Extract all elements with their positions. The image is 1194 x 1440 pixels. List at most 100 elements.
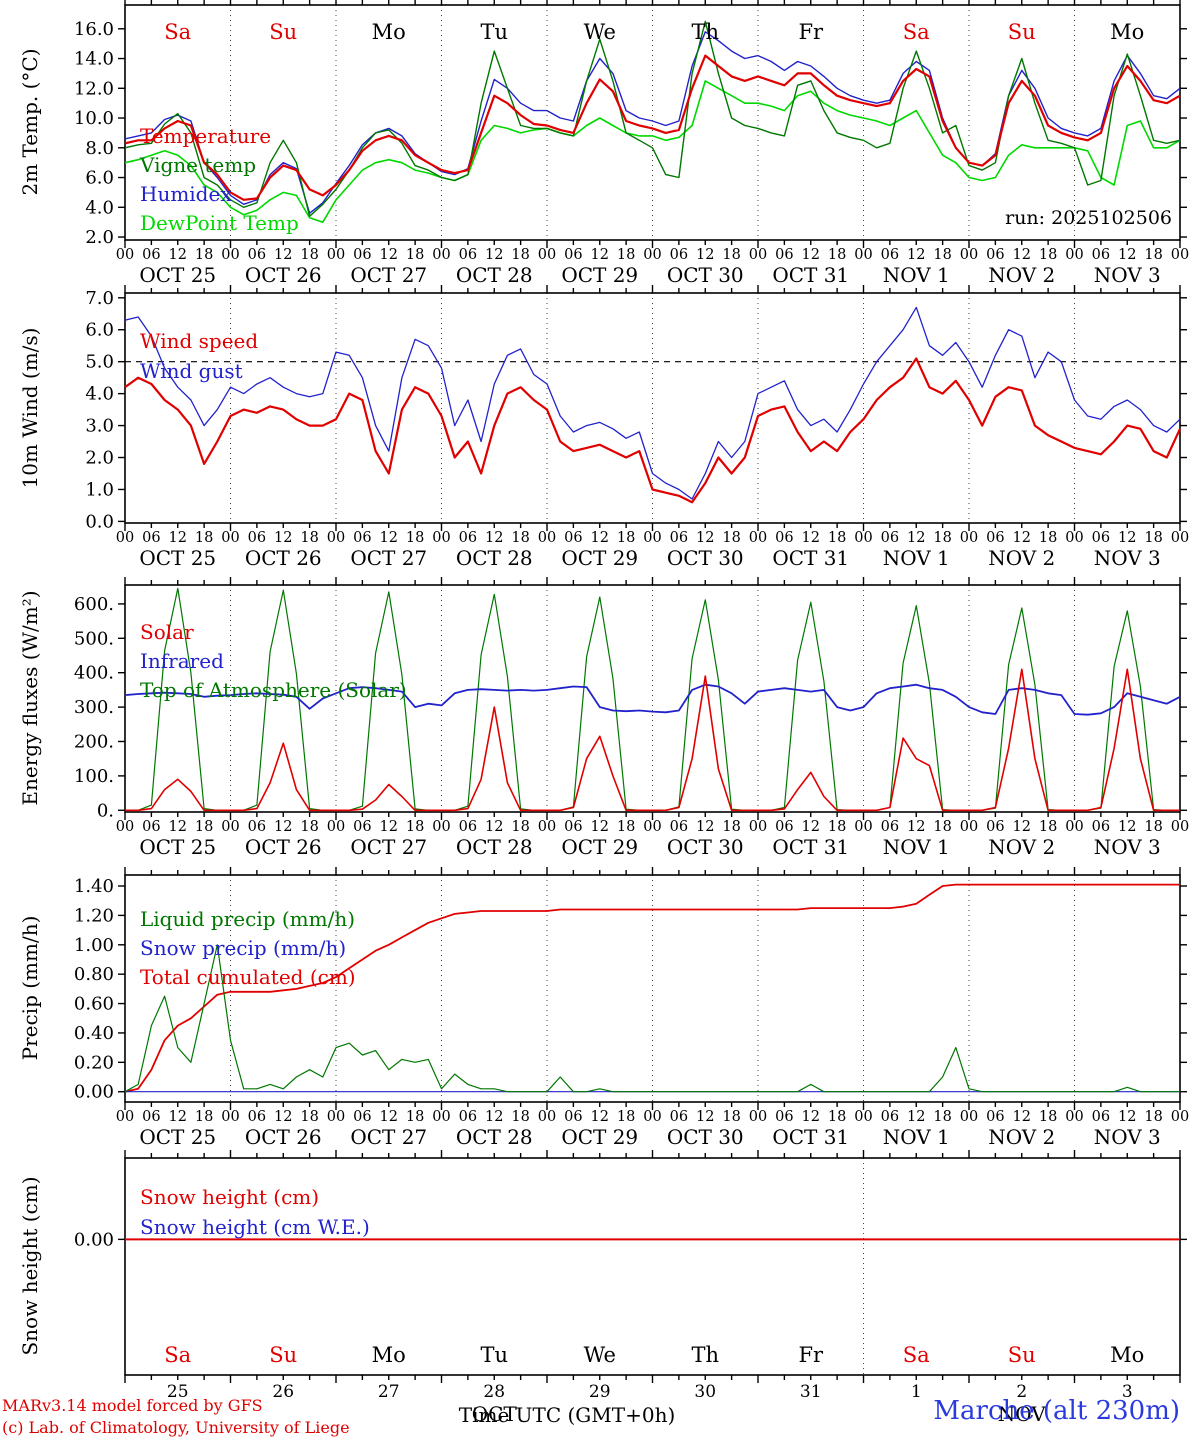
ylabel-energy: Energy fluxes (W/m²): [18, 590, 42, 806]
svg-text:6.0: 6.0: [85, 168, 114, 189]
day-number-row: 25 26 27 28 29 30 31 1 2 3: [167, 1382, 1133, 1402]
svg-text:06: 06: [353, 530, 371, 546]
svg-text:Sa: Sa: [903, 20, 930, 44]
svg-text:18: 18: [406, 819, 424, 835]
svg-text:12: 12: [907, 1109, 925, 1125]
svg-text:00: 00: [1065, 530, 1083, 546]
svg-text:12: 12: [907, 247, 925, 263]
svg-text:18: 18: [195, 247, 213, 263]
svg-text:25: 25: [167, 1382, 189, 1402]
svg-text:18: 18: [828, 1109, 846, 1125]
svg-text:00: 00: [538, 819, 556, 835]
svg-text:00: 00: [327, 819, 345, 835]
svg-text:Th: Th: [691, 20, 719, 44]
svg-text:06: 06: [1092, 1109, 1110, 1125]
legend-snow-precip: Snow precip (mm/h): [140, 936, 347, 960]
series-total-cumulated-cm-: [124, 883, 1180, 1093]
svg-text:06: 06: [353, 247, 371, 263]
svg-text:00: 00: [221, 247, 239, 263]
svg-text:18: 18: [617, 247, 635, 263]
svg-text:18: 18: [300, 247, 318, 263]
svg-text:OCT 31: OCT 31: [772, 263, 849, 287]
legend-dewpoint-temp: DewPoint Temp: [140, 211, 299, 235]
svg-text:00: 00: [432, 1109, 450, 1125]
svg-text:00: 00: [643, 247, 661, 263]
svg-text:06: 06: [564, 1109, 582, 1125]
svg-text:06: 06: [1092, 247, 1110, 263]
svg-text:12: 12: [802, 247, 820, 263]
svg-text:1.00: 1.00: [74, 935, 114, 956]
svg-text:0.00: 0.00: [74, 1229, 114, 1250]
svg-text:06: 06: [881, 1109, 899, 1125]
svg-text:18: 18: [1039, 1109, 1057, 1125]
svg-text:12: 12: [1118, 530, 1136, 546]
svg-text:NOV 3: NOV 3: [1094, 1125, 1161, 1149]
svg-text:OCT 27: OCT 27: [350, 546, 427, 570]
svg-text:12: 12: [802, 1109, 820, 1125]
svg-text:OCT 29: OCT 29: [561, 1125, 638, 1149]
svg-text:Sa: Sa: [164, 1343, 191, 1367]
svg-text:18: 18: [1039, 247, 1057, 263]
svg-text:NOV 2: NOV 2: [988, 546, 1055, 570]
svg-text:14.0: 14.0: [74, 49, 114, 70]
legend-snow-height: Snow height (cm): [140, 1185, 320, 1209]
svg-text:Mo: Mo: [1110, 20, 1144, 44]
svg-text:OCT 26: OCT 26: [245, 263, 322, 287]
svg-text:18: 18: [1039, 530, 1057, 546]
svg-text:NOV 2: NOV 2: [988, 835, 1055, 859]
svg-text:OCT 25: OCT 25: [139, 546, 216, 570]
svg-text:12: 12: [907, 819, 925, 835]
svg-text:18: 18: [195, 1109, 213, 1125]
svg-text:00: 00: [960, 247, 978, 263]
svg-text:06: 06: [248, 530, 266, 546]
svg-text:12: 12: [169, 819, 187, 835]
svg-text:0.0: 0.0: [85, 511, 114, 532]
svg-text:00: 00: [960, 819, 978, 835]
svg-text:00: 00: [1065, 247, 1083, 263]
svg-text:00: 00: [538, 1109, 556, 1125]
svg-text:NOV 1: NOV 1: [883, 546, 950, 570]
ylabel-wind: 10m Wind (m/s): [18, 327, 42, 489]
panel-precip: 0.00 0.20 0.40 0.60 0.80 1.00 1.20 1.40 00 06 12 18…: [74, 867, 1189, 1149]
svg-text:NOV 3: NOV 3: [1094, 835, 1161, 859]
legend-liquid-precip: Liquid precip (mm/h): [140, 907, 356, 931]
svg-text:18: 18: [511, 530, 529, 546]
svg-text:0.00: 0.00: [74, 1082, 114, 1103]
svg-text:06: 06: [564, 530, 582, 546]
svg-text:12: 12: [485, 247, 503, 263]
svg-text:18: 18: [1144, 1109, 1162, 1125]
svg-text:Mo: Mo: [372, 20, 406, 44]
svg-text:06: 06: [1092, 530, 1110, 546]
svg-text:NOV 1: NOV 1: [883, 1125, 950, 1149]
svg-text:06: 06: [459, 530, 477, 546]
svg-text:100.: 100.: [74, 766, 114, 787]
svg-text:12: 12: [591, 1109, 609, 1125]
svg-text:00: 00: [116, 247, 134, 263]
svg-text:00: 00: [221, 1109, 239, 1125]
svg-text:1.20: 1.20: [74, 905, 114, 926]
svg-text:18: 18: [195, 530, 213, 546]
series-wind-gust: [124, 306, 1181, 500]
svg-text:06: 06: [1092, 819, 1110, 835]
svg-text:12.0: 12.0: [74, 78, 114, 99]
dow-row-top: Sa Su Mo Tu We Th Fr Sa Su Mo: [164, 20, 1144, 44]
svg-text:12: 12: [169, 530, 187, 546]
run-label: run: 2025102506: [1005, 207, 1172, 229]
svg-text:18: 18: [722, 247, 740, 263]
svg-text:16.0: 16.0: [74, 19, 114, 40]
svg-text:26: 26: [272, 1382, 294, 1402]
svg-text:06: 06: [248, 247, 266, 263]
svg-text:0.: 0.: [97, 800, 114, 821]
svg-text:OCT 28: OCT 28: [456, 835, 533, 859]
svg-text:1: 1: [911, 1382, 922, 1402]
svg-text:Sa: Sa: [164, 20, 191, 44]
svg-text:00: 00: [116, 1109, 134, 1125]
svg-text:Fr: Fr: [798, 20, 824, 44]
svg-text:18: 18: [933, 247, 951, 263]
svg-text:18: 18: [300, 1109, 318, 1125]
ylabel-temperature: 2m Temp. (°C): [18, 48, 42, 196]
panel-energy: 0. 100. 200. 300. 400. 500. 600. 00 06 12 18 00 06 12…: [74, 577, 1189, 859]
svg-text:12: 12: [1013, 530, 1031, 546]
svg-text:Tu: Tu: [480, 20, 508, 44]
